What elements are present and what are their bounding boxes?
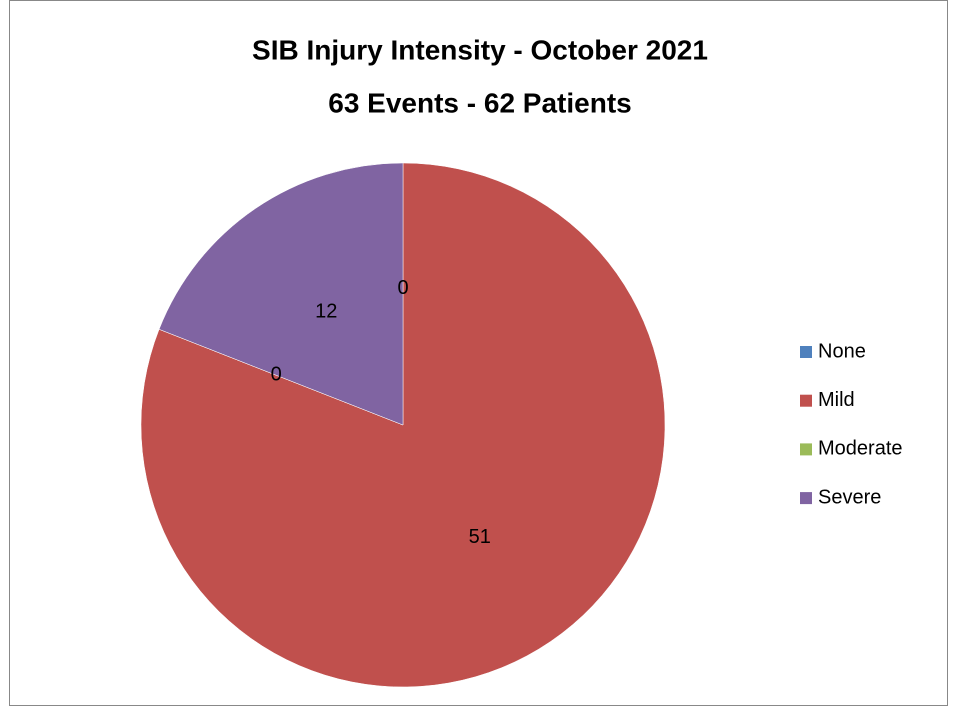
legend-label: Mild	[818, 389, 855, 411]
data-label: 51	[469, 526, 491, 548]
legend-swatch	[800, 394, 812, 407]
pie-slice	[158, 162, 404, 426]
legend-label: Severe	[818, 486, 881, 508]
data-label: 0	[271, 364, 282, 386]
data-label: 12	[315, 301, 337, 323]
chart-title: SIB Injury Intensity - October 2021	[252, 34, 708, 65]
legend-label: None	[818, 340, 866, 362]
legend-swatch	[800, 346, 812, 358]
data-label: 0	[397, 277, 408, 299]
legend-label: Moderate	[818, 438, 903, 460]
legend-swatch	[800, 443, 812, 456]
chart-subtitle: 63 Events - 62 Patients	[328, 87, 631, 118]
legend-swatch	[800, 492, 812, 505]
